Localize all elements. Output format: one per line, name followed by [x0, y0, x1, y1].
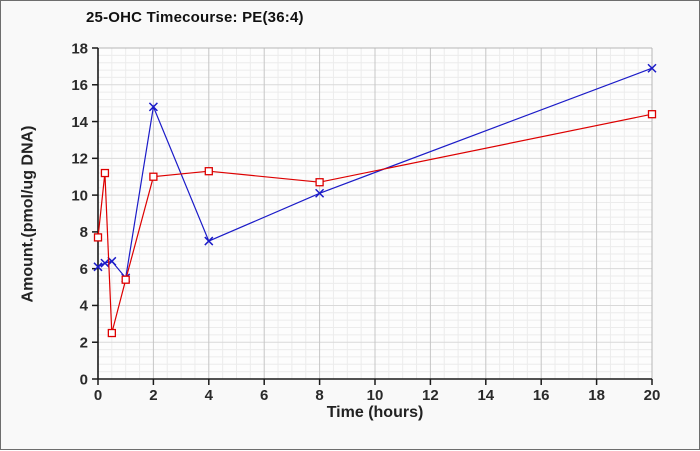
marker-square-red-squares [121, 275, 130, 284]
x-tick-label: 18 [588, 387, 605, 404]
marker-x-blue-x [100, 258, 110, 268]
marker-square-red-squares [647, 110, 657, 119]
chart-title: 25-OHC Timecourse: PE(36:4) [86, 9, 304, 26]
marker-square-red-squares [100, 168, 110, 178]
x-tick-label: 8 [315, 387, 323, 404]
marker-square-red-squares [93, 233, 103, 242]
marker-square-red-squares [149, 172, 158, 181]
y-tick-label: 6 [80, 261, 88, 278]
y-tick-label: 10 [71, 187, 88, 204]
x-tick-label: 12 [422, 387, 439, 404]
marker-x-blue-x [93, 262, 103, 272]
y-tick-label: 0 [80, 371, 88, 388]
marker-square-red-squares [204, 167, 213, 176]
x-tick-label: 6 [260, 387, 268, 404]
x-tick-label: 10 [367, 387, 384, 404]
x-tick-label: 4 [205, 387, 214, 404]
marker-x-blue-x [315, 188, 325, 198]
y-tick-label: 2 [80, 334, 88, 351]
x-tick-label: 16 [533, 387, 550, 404]
y-tick-label: 14 [71, 114, 88, 131]
marker-x-blue-x [204, 236, 214, 246]
x-tick-label: 14 [477, 387, 494, 404]
marker-square-red-squares [107, 328, 116, 338]
x-axis-label: Time (hours) [326, 404, 424, 421]
x-tick-label: 20 [644, 387, 661, 404]
marker-square-red-squares [315, 178, 324, 187]
x-tick-label: 2 [149, 387, 157, 404]
x-tick-label: 0 [94, 387, 102, 404]
marker-x-blue-x [647, 63, 657, 73]
y-tick-label: 18 [71, 40, 88, 57]
y-tick-label: 12 [71, 151, 88, 168]
y-tick-label: 8 [80, 224, 88, 241]
marker-x-blue-x [148, 102, 158, 112]
y-tick-label: 4 [80, 298, 89, 315]
series-line-red-squares [97, 113, 653, 334]
y-tick-label: 16 [71, 77, 88, 94]
